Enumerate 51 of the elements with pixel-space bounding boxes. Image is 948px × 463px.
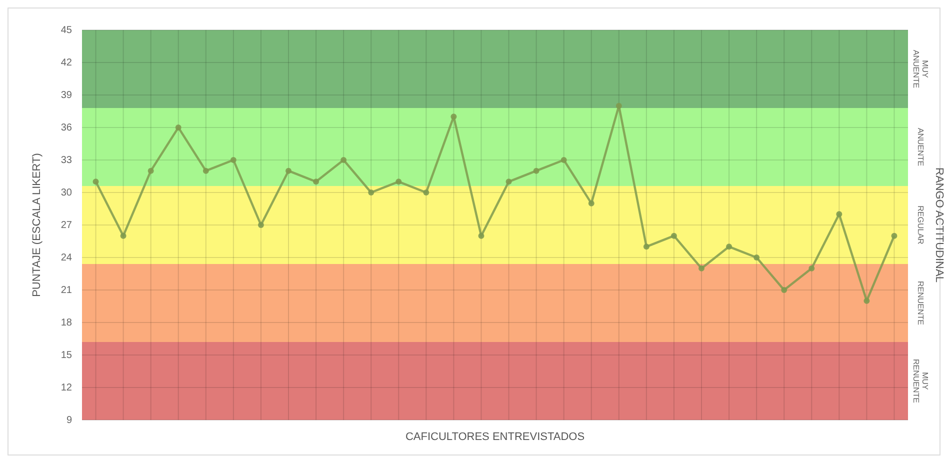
y-tick-label: 21 bbox=[60, 285, 72, 296]
point bbox=[670, 232, 677, 239]
point bbox=[396, 178, 402, 185]
y-tick-label: 9 bbox=[66, 415, 72, 426]
y-tick-label: 42 bbox=[60, 58, 72, 69]
point bbox=[726, 244, 732, 250]
point bbox=[533, 168, 540, 174]
point bbox=[202, 168, 209, 174]
point bbox=[92, 178, 99, 185]
y-tick-label: 36 bbox=[60, 122, 72, 134]
point bbox=[588, 200, 594, 206]
y-tick-label: 18 bbox=[60, 318, 72, 329]
band-label: REGULAR bbox=[916, 206, 925, 245]
y-tick-label: 27 bbox=[60, 220, 72, 232]
point bbox=[120, 232, 126, 239]
point bbox=[698, 265, 704, 272]
point bbox=[891, 232, 898, 239]
point bbox=[258, 222, 264, 228]
point bbox=[286, 168, 292, 174]
band-label: MUY ANUENTE bbox=[912, 50, 930, 88]
point bbox=[368, 190, 374, 196]
point bbox=[478, 232, 484, 239]
point bbox=[754, 254, 760, 260]
y-tick-label: 30 bbox=[60, 188, 72, 199]
point bbox=[423, 190, 430, 196]
y-tick-label: 33 bbox=[60, 155, 72, 166]
point bbox=[808, 265, 815, 272]
y-tick-label: 24 bbox=[60, 252, 72, 264]
point bbox=[230, 157, 236, 163]
y-tick-label: 12 bbox=[60, 382, 72, 394]
point bbox=[781, 287, 788, 293]
point bbox=[340, 157, 347, 163]
point bbox=[175, 124, 182, 130]
x-axis-title: CAFICULTORES ENTREVISTADOS bbox=[405, 431, 585, 443]
y2-axis-title: RANGO ACTITUDINAL bbox=[933, 168, 945, 282]
point bbox=[616, 102, 622, 109]
band-label: MUY RENUENTE bbox=[912, 358, 930, 404]
point bbox=[506, 178, 512, 185]
point bbox=[836, 211, 842, 218]
y-tick-label: 45 bbox=[60, 25, 72, 36]
band-label: RENUENTE bbox=[916, 280, 925, 326]
point bbox=[148, 168, 154, 174]
point bbox=[313, 178, 320, 185]
band-label: ANUENTE bbox=[916, 128, 925, 166]
point bbox=[450, 114, 457, 120]
y-tick-label: 15 bbox=[60, 350, 72, 362]
point bbox=[643, 244, 650, 250]
y-tick-label: 39 bbox=[60, 90, 72, 102]
point bbox=[560, 157, 567, 163]
y-axis-title: PUNTAJE (ESCALA LIKERT) bbox=[31, 153, 43, 297]
point bbox=[864, 298, 870, 304]
